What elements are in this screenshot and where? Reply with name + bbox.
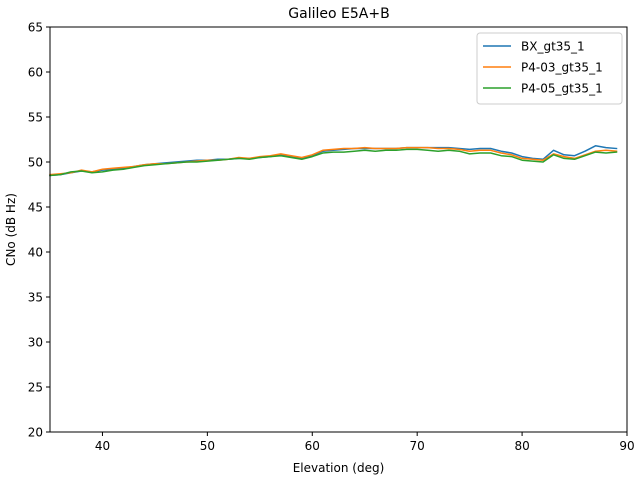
legend: BX_gt35_1 P4-03_gt35_1 P4-05_gt35_1 [476,32,623,105]
y-tick-label: 60 [28,66,43,80]
y-axis-label: CNo (dB Hz) [4,193,18,266]
y-tick-label: 30 [28,336,43,350]
y-tick-label: 25 [28,381,43,395]
x-axis: 40 50 60 70 80 90 [95,432,635,453]
y-tick-label: 35 [28,291,43,305]
y-tick-label: 50 [28,156,43,170]
legend-entry: BX_gt35_1 [521,40,585,54]
x-tick-label: 70 [410,439,425,453]
y-tick-label: 45 [28,201,43,215]
y-tick-label: 55 [28,111,43,125]
legend-box [476,32,623,105]
series-line-2 [49,146,618,176]
series-line-3 [49,148,618,177]
chart-title: Galileo E5A+B [288,6,389,22]
x-tick-label: 60 [305,439,320,453]
x-tick-label: 40 [95,439,110,453]
y-axis: 20 25 30 35 40 45 50 55 60 65 [28,21,50,440]
y-tick-label: 65 [28,21,43,35]
legend-entry: P4-03_gt35_1 [521,61,603,75]
y-tick-label: 20 [28,426,43,440]
x-axis-label: Elevation (deg) [293,461,385,475]
axes-frame [49,26,628,433]
series-layer [49,145,618,177]
x-tick-label: 90 [619,439,634,453]
x-tick-label: 80 [514,439,529,453]
y-tick-label: 40 [28,246,43,260]
legend-entry: P4-05_gt35_1 [521,82,603,96]
x-tick-label: 50 [200,439,215,453]
